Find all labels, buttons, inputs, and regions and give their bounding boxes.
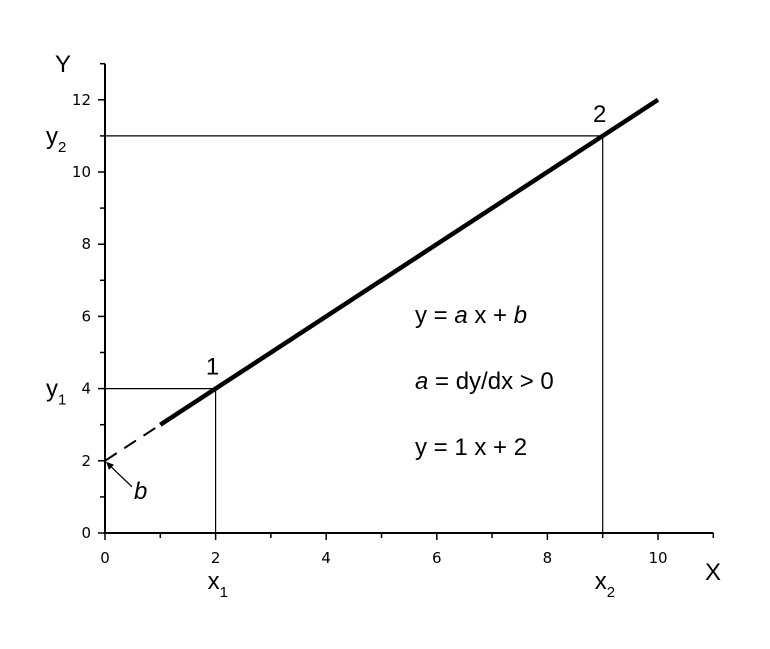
subscript: 2 — [607, 584, 615, 601]
subscript: 1 — [58, 392, 66, 409]
equation-general: y = a x + b — [415, 302, 527, 329]
x-tick-label: 8 — [543, 549, 553, 567]
intercept-arrow — [107, 463, 133, 488]
x-tick-label: 0 — [100, 549, 110, 567]
x-axis-label: X — [705, 559, 721, 586]
point-1-y-label: y1 — [46, 376, 66, 409]
point-2-label: 2 — [593, 101, 606, 128]
linear-function-line — [159, 97, 660, 427]
arrowhead-icon — [106, 461, 114, 470]
x-tick-label: 2 — [211, 549, 221, 567]
point-2-y-label: y2 — [46, 123, 66, 156]
intercept-label: b — [134, 478, 147, 505]
point-2-x-label: x2 — [595, 568, 615, 601]
x-tick-label: 6 — [432, 549, 442, 567]
y-tick-label: 2 — [81, 452, 91, 470]
y-tick-label: 8 — [81, 235, 91, 253]
y-tick-label: 4 — [81, 380, 91, 398]
y-tick-label: 0 — [81, 524, 91, 542]
equation-slope: a = dy/dx > 0 — [415, 368, 554, 395]
y-tick-label: 12 — [72, 91, 91, 109]
subscript: 2 — [58, 139, 66, 156]
subscript: 1 — [220, 584, 228, 601]
extrapolated-dashed-line — [104, 423, 161, 462]
point-1-label: 1 — [206, 354, 219, 381]
point-1-x-label: x1 — [208, 568, 228, 601]
y-axis-label: Y — [55, 51, 71, 78]
y-tick-label: 6 — [81, 307, 91, 325]
y-tick-label: 10 — [72, 163, 91, 181]
x-tick-label: 10 — [648, 549, 667, 567]
equation-specific: y = 1 x + 2 — [415, 434, 527, 461]
x-tick-label: 4 — [321, 549, 331, 567]
